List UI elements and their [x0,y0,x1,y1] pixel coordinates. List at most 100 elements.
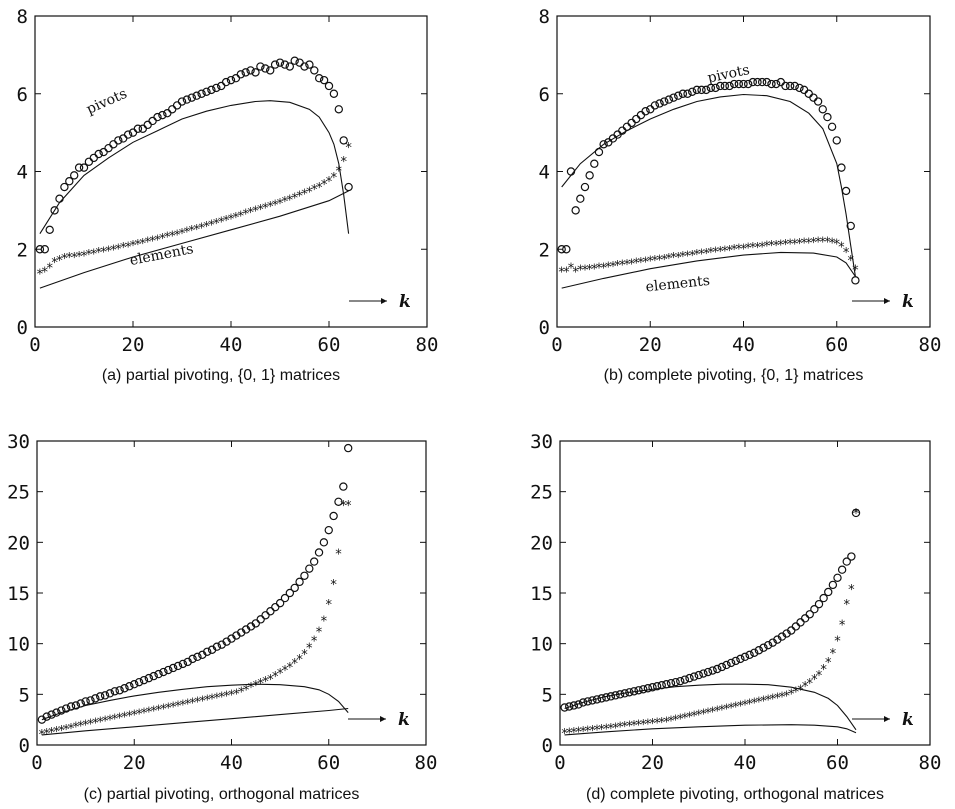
element-point: * [345,499,352,514]
element-point: * [558,266,565,281]
pivot-point [329,511,338,521]
element-point: * [642,256,649,271]
element-point: * [174,228,181,243]
x-tick-label: 60 [318,334,341,356]
element-point: * [82,719,89,734]
element-point: * [112,713,119,728]
element-point: * [136,708,143,723]
pivot-point [212,83,221,93]
element-point: * [737,699,744,714]
pivot-point [583,697,592,706]
pivot-point [120,684,129,693]
pivot-point [827,122,837,131]
element-point: * [331,171,338,186]
element-point: * [773,239,780,254]
element-point: * [100,245,107,260]
element-point: * [321,178,328,193]
pivot-point [172,101,182,110]
series-line [564,683,857,731]
element-point: * [654,717,661,732]
element-point: * [170,700,177,715]
element-point: * [672,714,679,729]
element-point: * [626,720,633,735]
element-point: * [820,663,827,678]
pivot-point [646,105,655,114]
pivot-point [139,675,149,685]
element-point: * [792,237,799,252]
pivot-point [847,552,856,561]
element-point: * [708,246,715,261]
element-point: * [731,243,738,258]
series-line [41,683,349,721]
element-point: * [603,722,610,737]
pivot-point [133,124,143,133]
element-point: * [770,692,777,707]
element-point: * [87,718,94,733]
pivot-point [309,557,319,566]
element-point: * [330,578,337,593]
element-point: * [242,208,249,223]
pivot-point [148,116,157,126]
element-point: * [824,236,831,251]
element-point: * [736,243,743,258]
annotation-label: elements [645,273,711,296]
panel-b: 0 20 40 60 8002468**************************… [539,6,942,384]
pivot-point [125,682,134,691]
element-point: * [228,212,235,227]
pivot-point [689,672,699,681]
pivot-point [315,73,324,83]
element-point: * [698,247,705,262]
element-point: * [164,231,171,246]
pivot-point [319,75,329,85]
pivot-point [275,58,285,67]
element-point: * [619,259,626,274]
element-point: * [58,724,65,739]
element-point: * [267,673,274,688]
element-point: * [125,240,132,255]
pivot-point [187,93,196,102]
element-point: * [589,724,596,739]
pivot-point [851,276,860,285]
element-point: * [742,698,749,713]
element-point: * [829,236,836,251]
element-point: * [311,183,318,198]
pivot-point [590,159,599,168]
series-line [39,100,350,234]
pivot-point [627,118,636,128]
pivot-point [739,79,748,89]
element-point: * [825,656,832,671]
element-point: * [248,681,255,696]
pivot-point [562,245,571,254]
y-tick-label: 2 [539,239,550,261]
element-point: * [568,262,575,277]
pivot-point [790,81,799,91]
element-point: * [296,189,303,204]
element-point: * [670,251,677,266]
element-point: * [243,683,250,698]
pivot-point [290,583,299,593]
pivot-point [576,194,585,203]
x-tick-label: 40 [734,752,757,774]
k-axis-label: k [398,710,410,730]
element-point: * [843,246,850,261]
element-point: * [81,249,88,264]
element-point: * [53,725,60,740]
pivot-point [271,602,280,612]
element-point: * [635,719,642,734]
pivot-point [153,112,162,122]
pivot-point [841,186,851,196]
pivot-point [657,681,666,690]
pivot-point [69,171,79,180]
element-point: * [165,701,172,716]
element-point: * [612,721,619,736]
pivot-point [800,614,810,623]
pivot-point [771,79,781,89]
element-point: * [253,679,260,694]
pivot-point [310,66,319,75]
element-point: * [816,669,823,684]
element-point: * [336,165,343,180]
element-point: * [169,229,176,244]
arrow-head-icon [381,298,387,304]
pivot-point [221,77,231,87]
panel-caption: (b) complete pivoting, {0, 1} matrices [604,367,864,384]
